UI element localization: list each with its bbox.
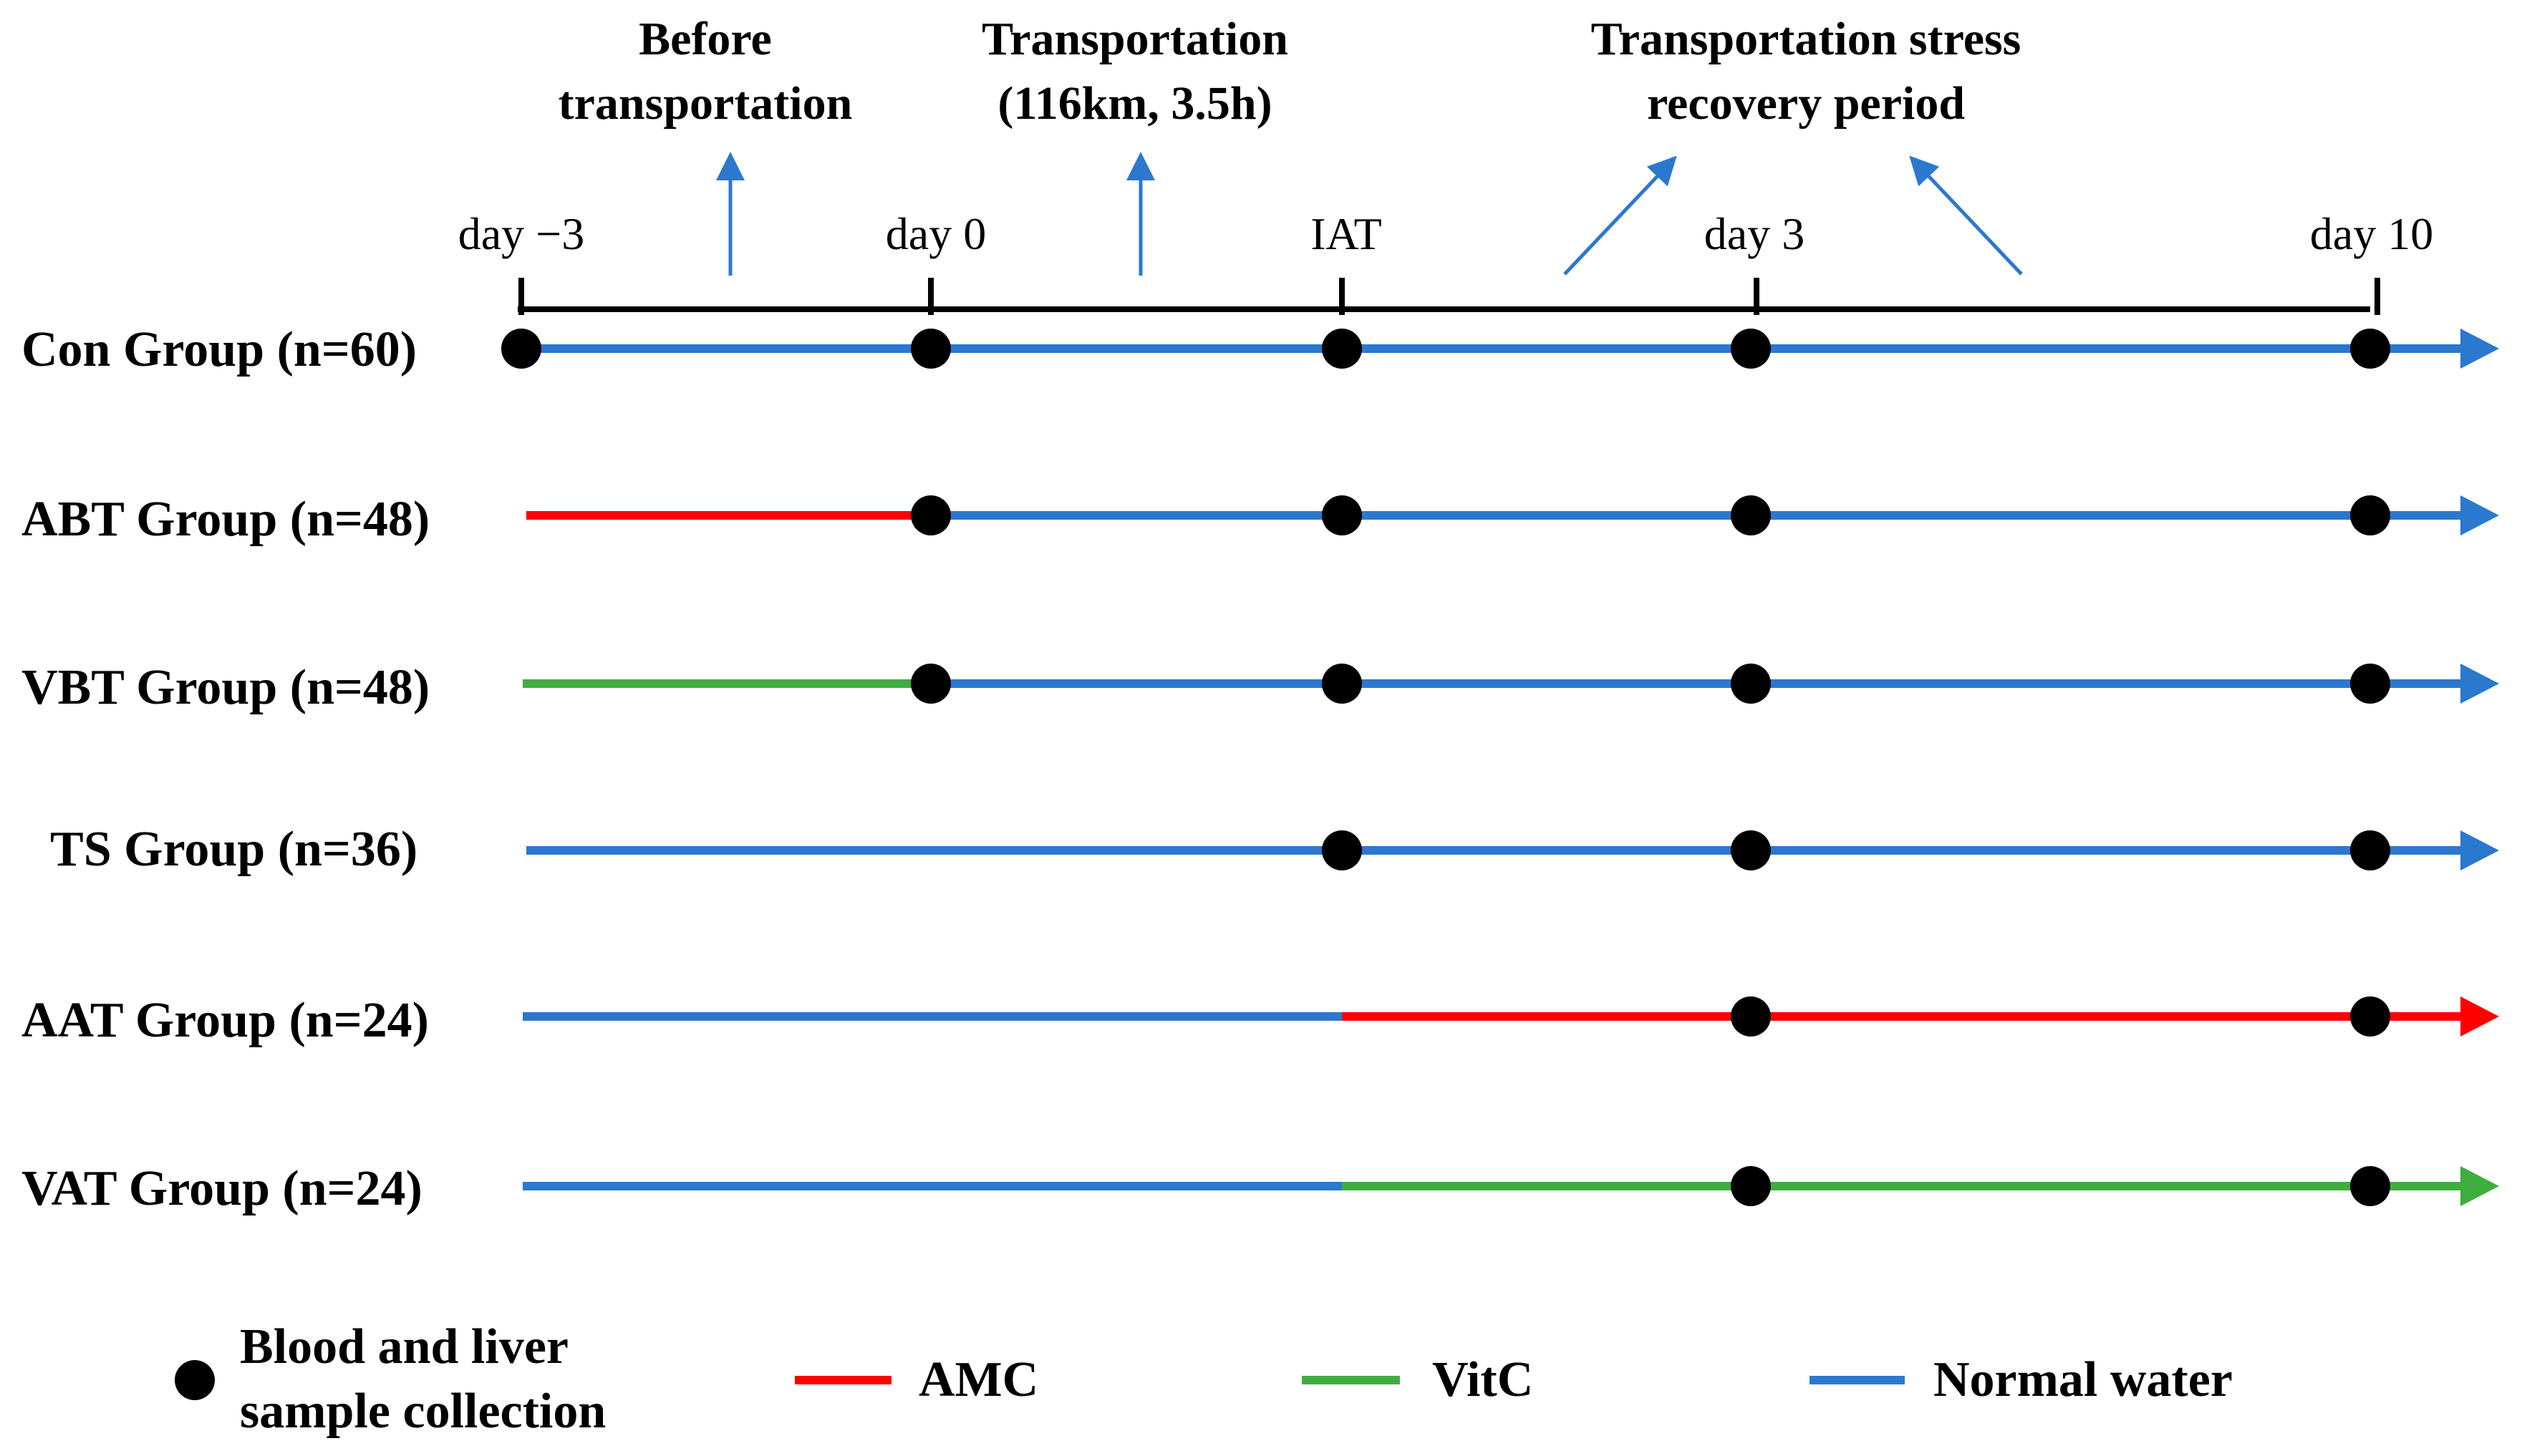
legend-normal-water-label: Normal water <box>1933 1352 2233 1407</box>
group-row-1 <box>501 329 2499 369</box>
timeline-axis: day −3 day 0 IAT day 3 day 10 <box>458 208 2433 315</box>
sample-dot-iat <box>1322 495 1362 535</box>
group-label-vat: VAT Group (n=24) <box>21 1161 422 1216</box>
phase-transport-line2: (116km, 3.5h) <box>997 77 1272 130</box>
sample-dot-day-3 <box>1731 1166 1771 1206</box>
phase-headings: Before transportation Transportation (11… <box>559 13 2021 130</box>
tick-label-day-3: day 3 <box>1704 208 1804 259</box>
sample-dot-day-0 <box>911 495 951 535</box>
group-row-4 <box>526 830 2499 870</box>
tick-label-iat: IAT <box>1310 208 1382 259</box>
legend-vitc-label: VitC <box>1432 1352 1533 1407</box>
sample-dot-day-3 <box>501 329 541 369</box>
sample-dot-day-3 <box>1731 664 1771 704</box>
group-label-abt: ABT Group (n=48) <box>21 492 430 547</box>
legend-sample-dot <box>175 1360 215 1400</box>
timeline-arrowhead <box>2460 329 2499 369</box>
sample-dot-day-3 <box>1731 495 1771 535</box>
group-labels: Con Group (n=60) ABT Group (n=48) VBT Gr… <box>21 322 430 1216</box>
sample-dot-day-10 <box>2350 664 2390 704</box>
timeline-arrowhead <box>2460 830 2499 870</box>
phase-before-line2: transportation <box>559 77 853 130</box>
phase-before-line1: Before <box>639 13 772 65</box>
group-row-3 <box>523 664 2499 704</box>
tick-label-day-10: day 10 <box>2310 208 2433 259</box>
phase-recovery-line1: Transportation stress <box>1591 13 2021 65</box>
timeline-arrowhead <box>2460 495 2499 535</box>
sample-dot-iat <box>1322 664 1362 704</box>
sample-dot-day-10 <box>2350 495 2390 535</box>
group-label-con: Con Group (n=60) <box>21 322 417 377</box>
legend-sample-label-line2: sample collection <box>240 1384 606 1439</box>
timeline-arrowhead <box>2460 1166 2499 1206</box>
phase-recovery-line2: recovery period <box>1647 77 1965 130</box>
sample-dot-day-3 <box>1731 329 1771 369</box>
sample-dot-iat <box>1322 830 1362 870</box>
sample-dot-day-10 <box>2350 996 2390 1037</box>
recovery-pointer-arrow-right <box>1909 155 2023 276</box>
sample-dot-day-3 <box>1731 996 1771 1037</box>
group-label-ts: TS Group (n=36) <box>50 822 417 877</box>
sample-dot-day-3 <box>1731 830 1771 870</box>
sample-dot-day-10 <box>2350 1166 2390 1206</box>
tick-label-day-0: day 0 <box>886 208 986 259</box>
sample-dot-day-10 <box>2350 329 2390 369</box>
recovery-pointer-arrow-left <box>1563 155 1677 276</box>
phase-transport-line1: Transportation <box>982 13 1288 65</box>
group-label-vbt: VBT Group (n=48) <box>21 660 430 715</box>
sample-dot-day-0 <box>911 329 951 369</box>
group-row-6 <box>523 1166 2499 1206</box>
timeline-arrowhead <box>2460 664 2499 704</box>
group-row-5 <box>523 996 2499 1037</box>
sample-dot-day-10 <box>2350 830 2390 870</box>
phase-pointer-arrows <box>716 152 2023 276</box>
tick-label-day-minus-3: day −3 <box>458 208 585 259</box>
legend-amc-label: AMC <box>919 1352 1038 1407</box>
sample-dot-day-0 <box>911 664 951 704</box>
timeline-arrowhead <box>2460 996 2499 1037</box>
group-row-2 <box>526 495 2499 535</box>
group-timelines <box>501 329 2499 1206</box>
sample-dot-iat <box>1322 329 1362 369</box>
legend: Blood and liver sample collection AMC Vi… <box>175 1319 2233 1439</box>
group-label-aat: AAT Group (n=24) <box>21 993 429 1048</box>
legend-sample-label-line1: Blood and liver <box>240 1319 569 1374</box>
axis-ticks <box>518 278 2380 315</box>
